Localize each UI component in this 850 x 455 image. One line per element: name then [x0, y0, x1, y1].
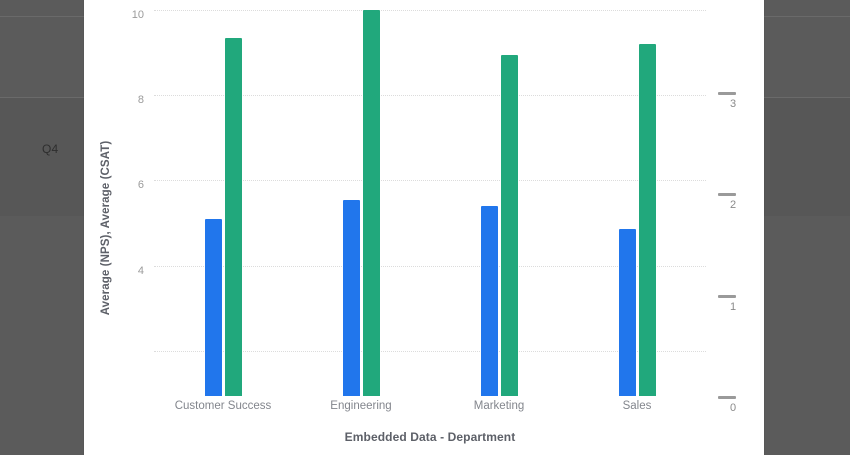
bar[interactable] [342, 199, 360, 396]
bars-layer [154, 0, 706, 396]
y-axis-tick-label: 10 [131, 8, 144, 21]
x-axis-tick-labels: Customer Success Engineering Marketing Sale… [154, 400, 706, 412]
bar[interactable] [224, 37, 242, 396]
secondary-axis-tick-label: 3 [730, 98, 737, 111]
secondary-axis-tick-label: 1 [730, 300, 737, 313]
plot-area: 10 8 6 4 [132, 0, 706, 396]
gridline: 6 [138, 179, 706, 191]
bar[interactable] [204, 218, 222, 396]
secondary-axis-tick [718, 294, 736, 298]
x-axis-tick-label: Customer Success [174, 400, 272, 412]
x-axis-title: Embedded Data - Department [344, 430, 516, 444]
bar-group [292, 0, 430, 396]
bar[interactable] [480, 205, 498, 396]
gridline: 4 [138, 265, 706, 277]
bar[interactable] [500, 54, 518, 396]
y-axis-tick-label: 6 [137, 179, 144, 192]
secondary-axis-tick-label: 2 [730, 199, 737, 212]
x-axis-tick-label: Marketing [473, 400, 525, 412]
chart-panel: Average (NPS), Average (CSAT) 10 8 6 4 Cust… [84, 0, 764, 455]
bar-group [430, 0, 568, 396]
y-axis-title: Average (NPS), Average (CSAT) [100, 140, 112, 315]
bar[interactable] [362, 9, 380, 396]
secondary-y-axis: 3 2 1 0 [712, 0, 764, 455]
gridline: 8 [138, 94, 706, 106]
bar-group [154, 0, 292, 396]
secondary-axis-tick [718, 193, 736, 197]
secondary-axis-tick [718, 92, 736, 96]
secondary-axis-tick [718, 396, 736, 399]
x-axis-tick-label: Sales [622, 400, 652, 412]
bar[interactable] [638, 43, 656, 396]
bar-group [568, 0, 706, 396]
gridline: 10 [132, 9, 706, 21]
gridline [154, 350, 706, 352]
bar[interactable] [618, 229, 636, 396]
backdrop-quarter-label: Q4 [42, 142, 59, 156]
x-axis-tick-label: Engineering [330, 400, 392, 412]
secondary-axis-tick-label: 0 [730, 402, 737, 414]
y-axis-tick-label: 4 [137, 264, 144, 277]
y-axis-tick-label: 8 [137, 94, 144, 107]
